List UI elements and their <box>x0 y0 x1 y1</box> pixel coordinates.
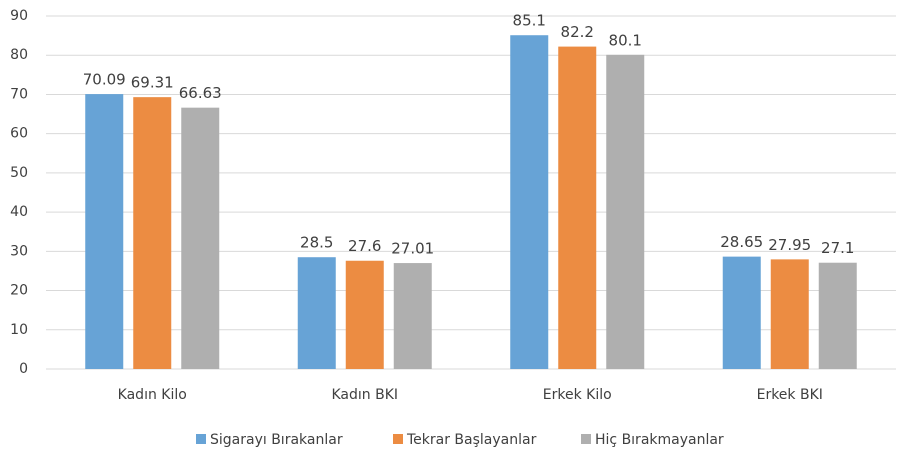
data-label: 82.2 <box>561 23 594 41</box>
data-label: 27.6 <box>348 237 381 255</box>
bar <box>393 263 432 369</box>
bar <box>558 46 597 370</box>
bar <box>181 107 220 370</box>
x-tick-label: Kadın Kilo <box>118 387 187 403</box>
bar <box>297 257 336 369</box>
data-label: 27.1 <box>821 239 854 257</box>
y-tick-label: 70 <box>10 86 28 102</box>
y-tick-label: 80 <box>10 47 28 63</box>
data-label: 69.31 <box>131 74 174 92</box>
legend-swatch <box>196 434 206 444</box>
legend-label: Sigarayı Bırakanlar <box>210 432 343 448</box>
bar <box>85 94 124 370</box>
bar <box>510 35 549 370</box>
legend-label: Tekrar Başlayanlar <box>406 432 537 448</box>
x-tick-label: Erkek Kilo <box>543 387 612 403</box>
data-label: 27.95 <box>768 236 811 254</box>
x-tick-label: Erkek BKI <box>757 387 823 403</box>
data-label: 28.5 <box>300 234 333 252</box>
y-tick-label: 90 <box>10 8 28 24</box>
bar <box>345 260 384 369</box>
y-tick-label: 30 <box>10 243 28 259</box>
y-tick-label: 40 <box>10 204 28 220</box>
data-label: 66.63 <box>179 84 222 102</box>
y-tick-label: 50 <box>10 165 28 181</box>
y-tick-label: 10 <box>10 322 28 338</box>
data-label: 80.1 <box>609 31 642 49</box>
legend-swatch <box>581 434 591 444</box>
x-tick-label: Kadın BKI <box>331 387 398 403</box>
data-label: 85.1 <box>513 12 546 30</box>
data-label: 70.09 <box>83 71 126 89</box>
bar <box>722 256 761 369</box>
legend-swatch <box>393 434 403 444</box>
y-tick-label: 0 <box>19 361 28 377</box>
bar <box>818 262 857 369</box>
y-tick-label: 60 <box>10 126 28 142</box>
y-tick-label: 20 <box>10 283 28 299</box>
legend-label: Hiç Bırakmayanlar <box>595 432 724 448</box>
data-label: 27.01 <box>391 240 434 258</box>
data-label: 28.65 <box>720 233 763 251</box>
bar <box>606 54 645 369</box>
bar <box>133 97 172 369</box>
bar <box>770 259 809 369</box>
